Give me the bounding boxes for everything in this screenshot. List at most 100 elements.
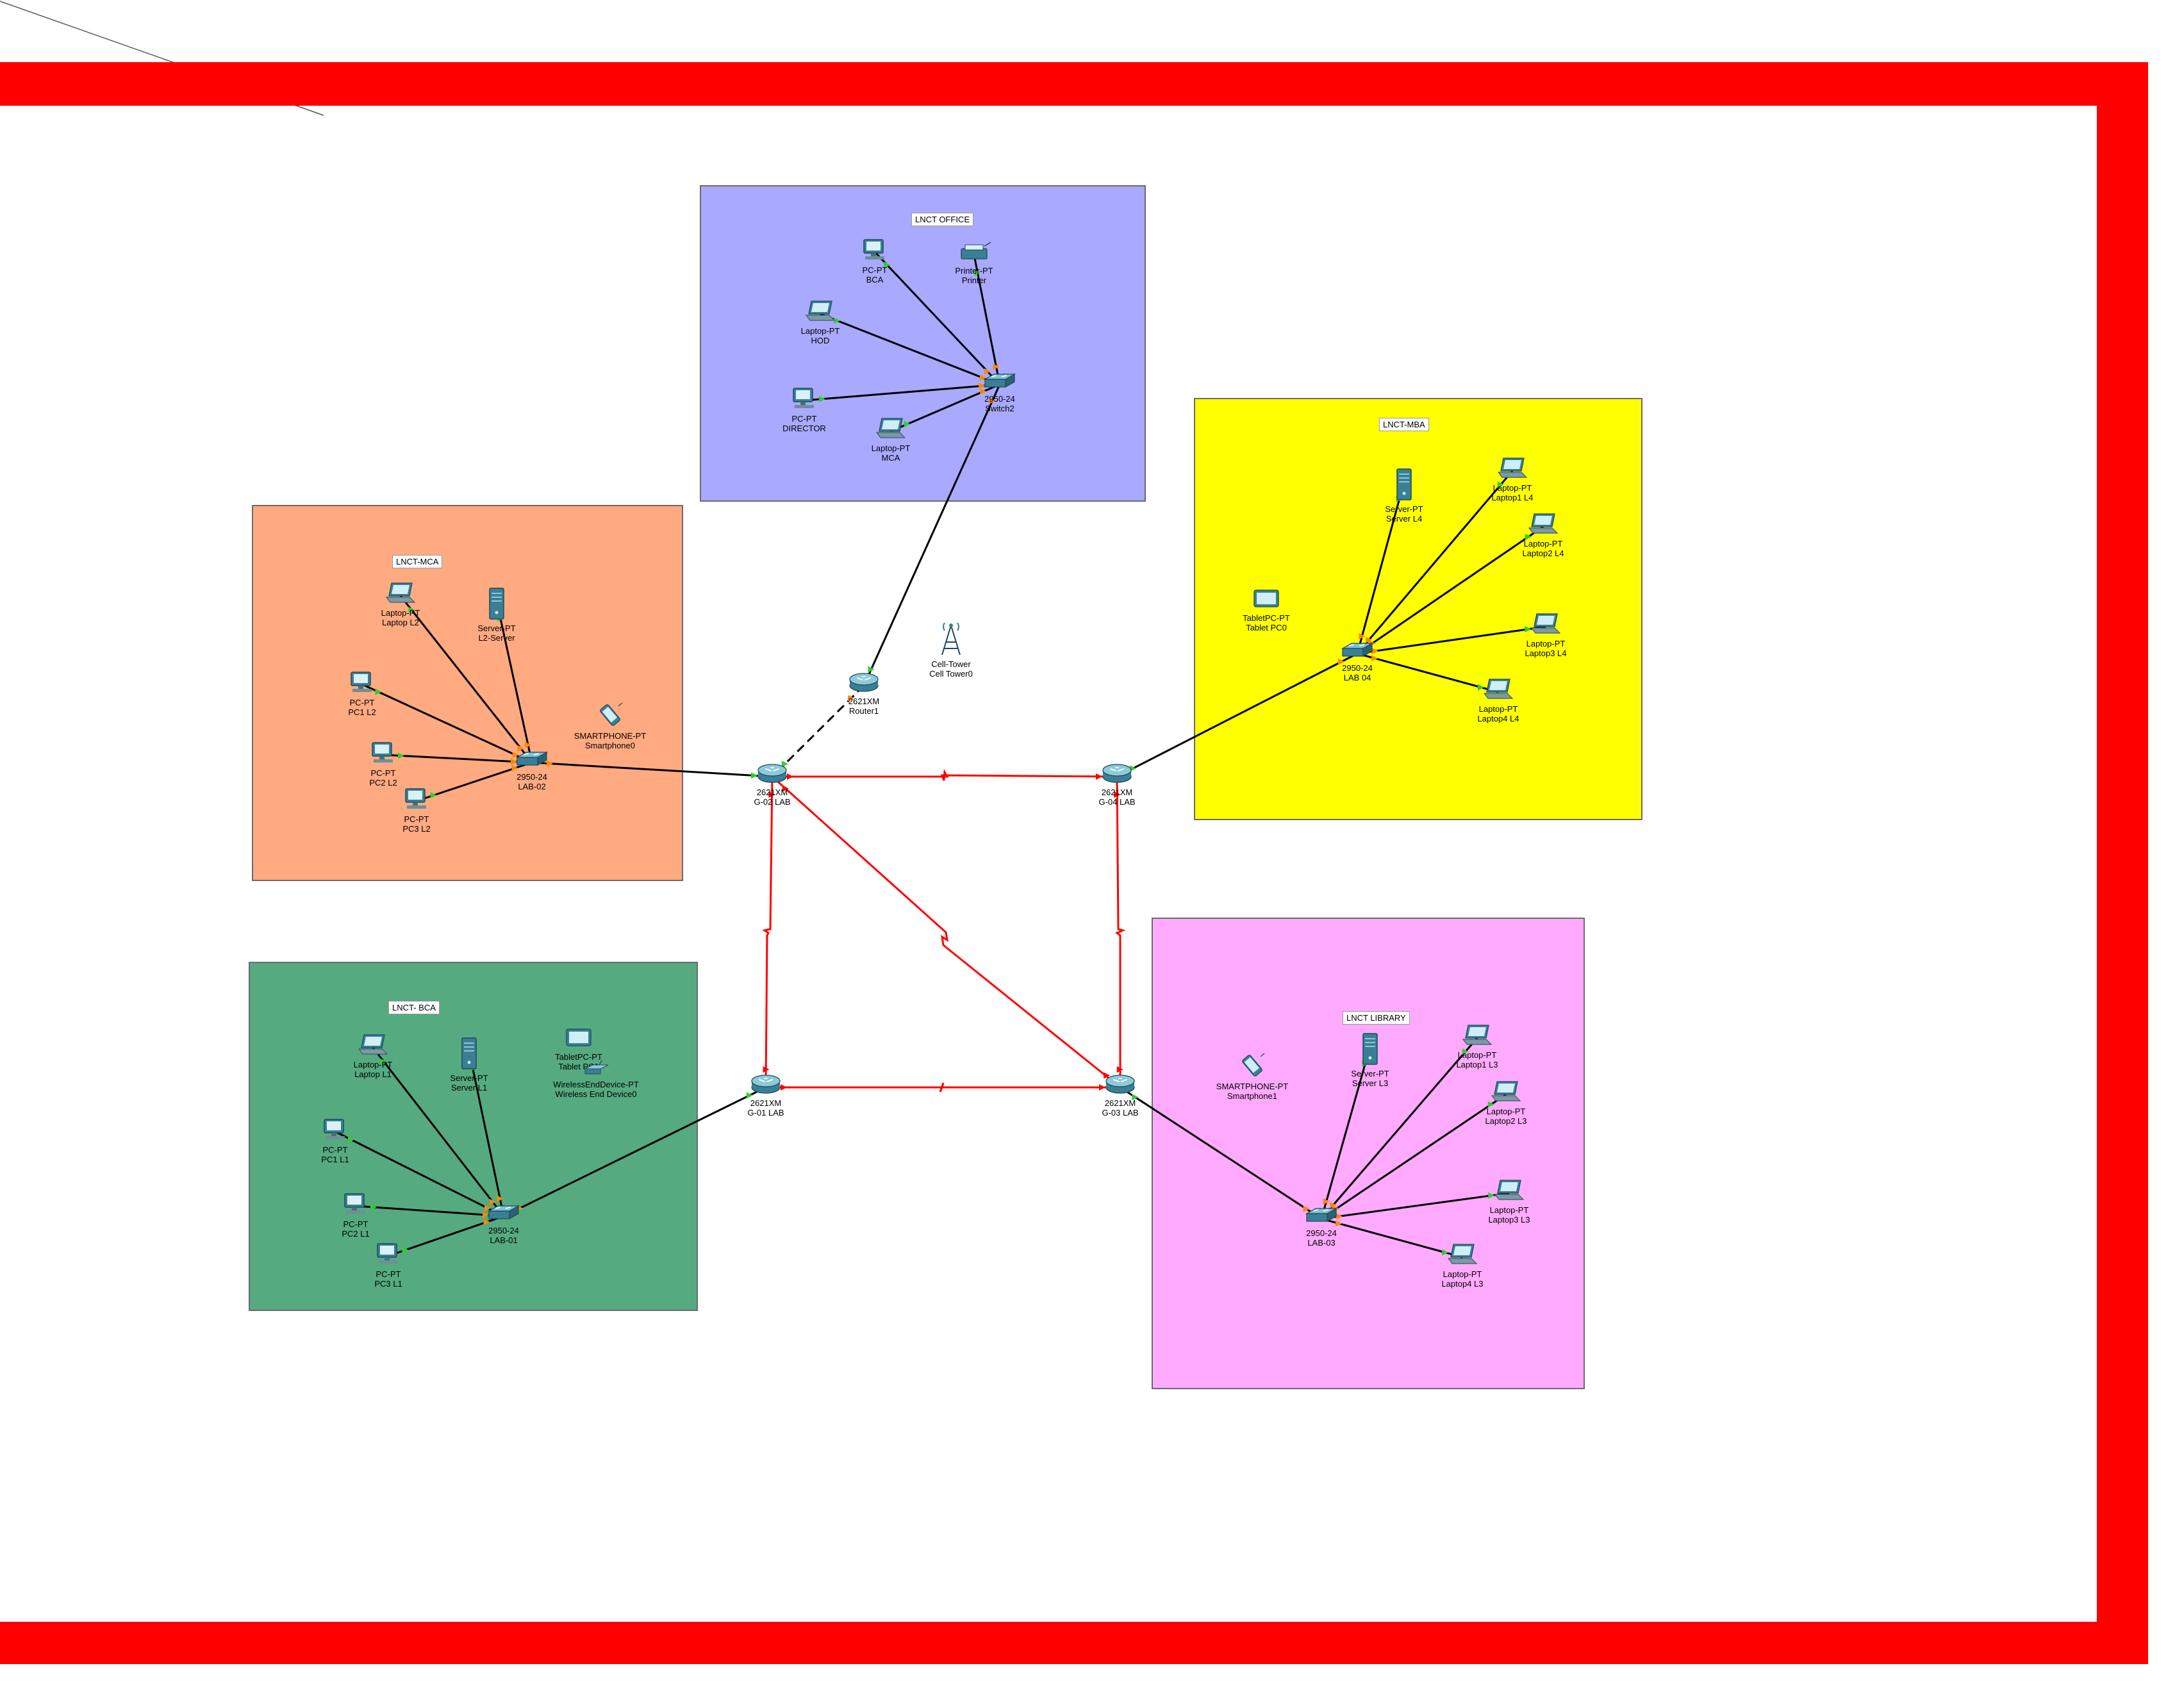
device-name-label: LAB-03: [1267, 1238, 1376, 1248]
device-laptop-hod[interactable]: Laptop-PT HOD: [766, 300, 875, 345]
device-type-label: 2950-24: [477, 772, 586, 782]
device-name-label: MCA: [836, 453, 945, 463]
laptop-icon: [1423, 1024, 1532, 1049]
device-wireless-ed[interactable]: WirelessEndDevice-PT Wireless End Device0: [542, 1060, 650, 1099]
device-name-label: Laptop L1: [318, 1069, 427, 1079]
tablet-icon: [524, 1027, 633, 1051]
server-icon: [442, 587, 551, 622]
device-laptop-l2[interactable]: Laptop-PT Laptop L2: [346, 582, 455, 627]
device-smartphone0[interactable]: SMARTPHONE-PT Smartphone0: [556, 702, 665, 750]
device-name-label: Laptop3 L4: [1491, 648, 1600, 658]
device-type-label: 2621XM: [1066, 1098, 1175, 1108]
pc-icon: [308, 670, 417, 697]
device-laptop1-l3[interactable]: Laptop-PT Laptop1 L3: [1423, 1024, 1532, 1069]
laptop-icon: [766, 300, 875, 325]
router-icon: [711, 1073, 820, 1097]
device-r-g03[interactable]: 2621XM G-03 LAB: [1066, 1073, 1175, 1117]
device-type-label: Server-PT: [415, 1073, 524, 1083]
device-laptop2-l4[interactable]: Laptop-PT Laptop2 L4: [1489, 513, 1598, 558]
laptop-icon: [1458, 457, 1567, 482]
device-laptop1-l4[interactable]: Laptop-PT Laptop1 L4: [1458, 457, 1567, 502]
device-laptop2-l3[interactable]: Laptop-PT Laptop2 L3: [1452, 1080, 1560, 1126]
device-pc3-l2[interactable]: PC-PT PC3 L2: [362, 787, 471, 834]
device-cell-tower[interactable]: Cell-Tower Cell Tower0: [897, 620, 1005, 679]
device-name-label: LAB-02: [477, 782, 586, 791]
device-type-label: Laptop-PT: [1452, 1107, 1560, 1116]
switch-icon: [1303, 639, 1412, 662]
device-type-label: PC-PT: [281, 1145, 390, 1155]
pc-icon: [750, 386, 859, 413]
device-laptop-l1[interactable]: Laptop-PT Laptop L1: [318, 1034, 427, 1079]
device-laptop3-l4[interactable]: Laptop-PT Laptop3 L4: [1491, 613, 1600, 658]
laptop-icon: [1455, 1179, 1564, 1204]
device-sw-lab02[interactable]: 2950-24 LAB-02: [477, 748, 586, 791]
router-icon: [1066, 1073, 1175, 1097]
device-name-label: BCA: [820, 275, 929, 284]
device-name-label: Tablet PC0: [1212, 623, 1321, 632]
device-name-label: PC2 L1: [301, 1229, 410, 1239]
laptop-icon: [1489, 513, 1598, 538]
device-laptop4-l4[interactable]: Laptop-PT Laptop4 L4: [1444, 678, 1553, 723]
device-r-g04[interactable]: 2621XM G-04 LAB: [1063, 763, 1171, 807]
smartphone-icon: [1198, 1053, 1307, 1080]
device-laptop4-l3[interactable]: Laptop-PT Laptop4 L3: [1408, 1243, 1517, 1289]
device-type-label: Laptop-PT: [318, 1060, 427, 1069]
zone-title-library: LNCT LIBRARY: [1343, 1011, 1410, 1025]
frame-right-bar: [2097, 62, 2148, 1664]
device-laptop-mca[interactable]: Laptop-PT MCA: [836, 417, 945, 463]
device-tablet-pc0[interactable]: TabletPC-PT Tablet PC0: [1212, 588, 1321, 632]
device-type-label: 2621XM: [809, 697, 918, 706]
device-name-label: Switch2: [945, 404, 1054, 413]
pc-icon: [334, 1242, 443, 1268]
device-server-l4[interactable]: Server-PT Server L4: [1350, 468, 1459, 524]
frame-top-bar: [0, 62, 2148, 106]
device-pc-bca[interactable]: PC-PT BCA: [820, 238, 929, 284]
device-name-label: LAB 04: [1303, 673, 1412, 682]
device-pc1-l1[interactable]: PC-PT PC1 L1: [281, 1117, 390, 1164]
device-pc1-l2[interactable]: PC-PT PC1 L2: [308, 670, 417, 717]
device-pc2-l2[interactable]: PC-PT PC2 L2: [329, 741, 438, 788]
device-server-l1[interactable]: Server-PT Server L1: [415, 1037, 524, 1093]
laptop-icon: [318, 1034, 427, 1059]
device-name-label: G-04 LAB: [1063, 797, 1171, 807]
device-pc3-l1[interactable]: PC-PT PC3 L1: [334, 1242, 443, 1289]
zone-title-office: LNCT OFFICE: [911, 213, 973, 226]
device-name-label: Wireless End Device0: [542, 1089, 650, 1099]
device-smartphone1[interactable]: SMARTPHONE-PT Smartphone1: [1198, 1053, 1307, 1101]
switch-icon: [945, 370, 1054, 393]
device-pc2-l1[interactable]: PC-PT PC2 L1: [301, 1192, 410, 1239]
device-name-label: G-02 LAB: [718, 797, 827, 807]
device-type-label: Laptop-PT: [346, 608, 455, 618]
device-server-l2[interactable]: Server-PT L2-Server: [442, 587, 551, 643]
device-sw-lab01[interactable]: 2950-24 LAB-01: [449, 1202, 558, 1245]
device-type-label: PC-PT: [308, 698, 417, 707]
device-printer[interactable]: Printer-PT Printer: [920, 241, 1029, 285]
switch-icon: [1267, 1205, 1376, 1227]
device-type-label: 2950-24: [1303, 663, 1412, 673]
device-switch2[interactable]: 2950-24 Switch2: [945, 370, 1054, 413]
pc-icon: [329, 741, 438, 767]
smartphone-icon: [556, 702, 665, 730]
laptop-icon: [1444, 678, 1553, 703]
device-r-g01[interactable]: 2621XM G-01 LAB: [711, 1073, 820, 1117]
link-r_g02-r_g01[interactable]: [765, 777, 772, 1087]
device-type-label: Laptop-PT: [836, 443, 945, 453]
switch-icon: [477, 748, 586, 771]
device-sw-lab03[interactable]: 2950-24 LAB-03: [1267, 1205, 1376, 1248]
link-r_g02-r_g03[interactable]: [772, 777, 1120, 1087]
device-type-label: Laptop-PT: [1491, 639, 1600, 648]
device-server-l3[interactable]: Server-PT Server L3: [1316, 1032, 1425, 1088]
device-type-label: WirelessEndDevice-PT: [542, 1080, 650, 1089]
pc-icon: [301, 1192, 410, 1218]
device-type-label: PC-PT: [334, 1269, 443, 1279]
device-name-label: HOD: [766, 336, 875, 345]
link-r_g04-r_g03[interactable]: [1117, 777, 1123, 1087]
device-name-label: G-03 LAB: [1066, 1108, 1175, 1117]
device-type-label: Printer-PT: [920, 266, 1029, 276]
device-sw-lab04[interactable]: 2950-24 LAB 04: [1303, 639, 1412, 682]
device-laptop3-l3[interactable]: Laptop-PT Laptop3 L3: [1455, 1179, 1564, 1225]
router-icon: [718, 763, 827, 786]
device-r-g02[interactable]: 2621XM G-02 LAB: [718, 763, 827, 807]
zone-title-bca: LNCT- BCA: [388, 1001, 440, 1014]
